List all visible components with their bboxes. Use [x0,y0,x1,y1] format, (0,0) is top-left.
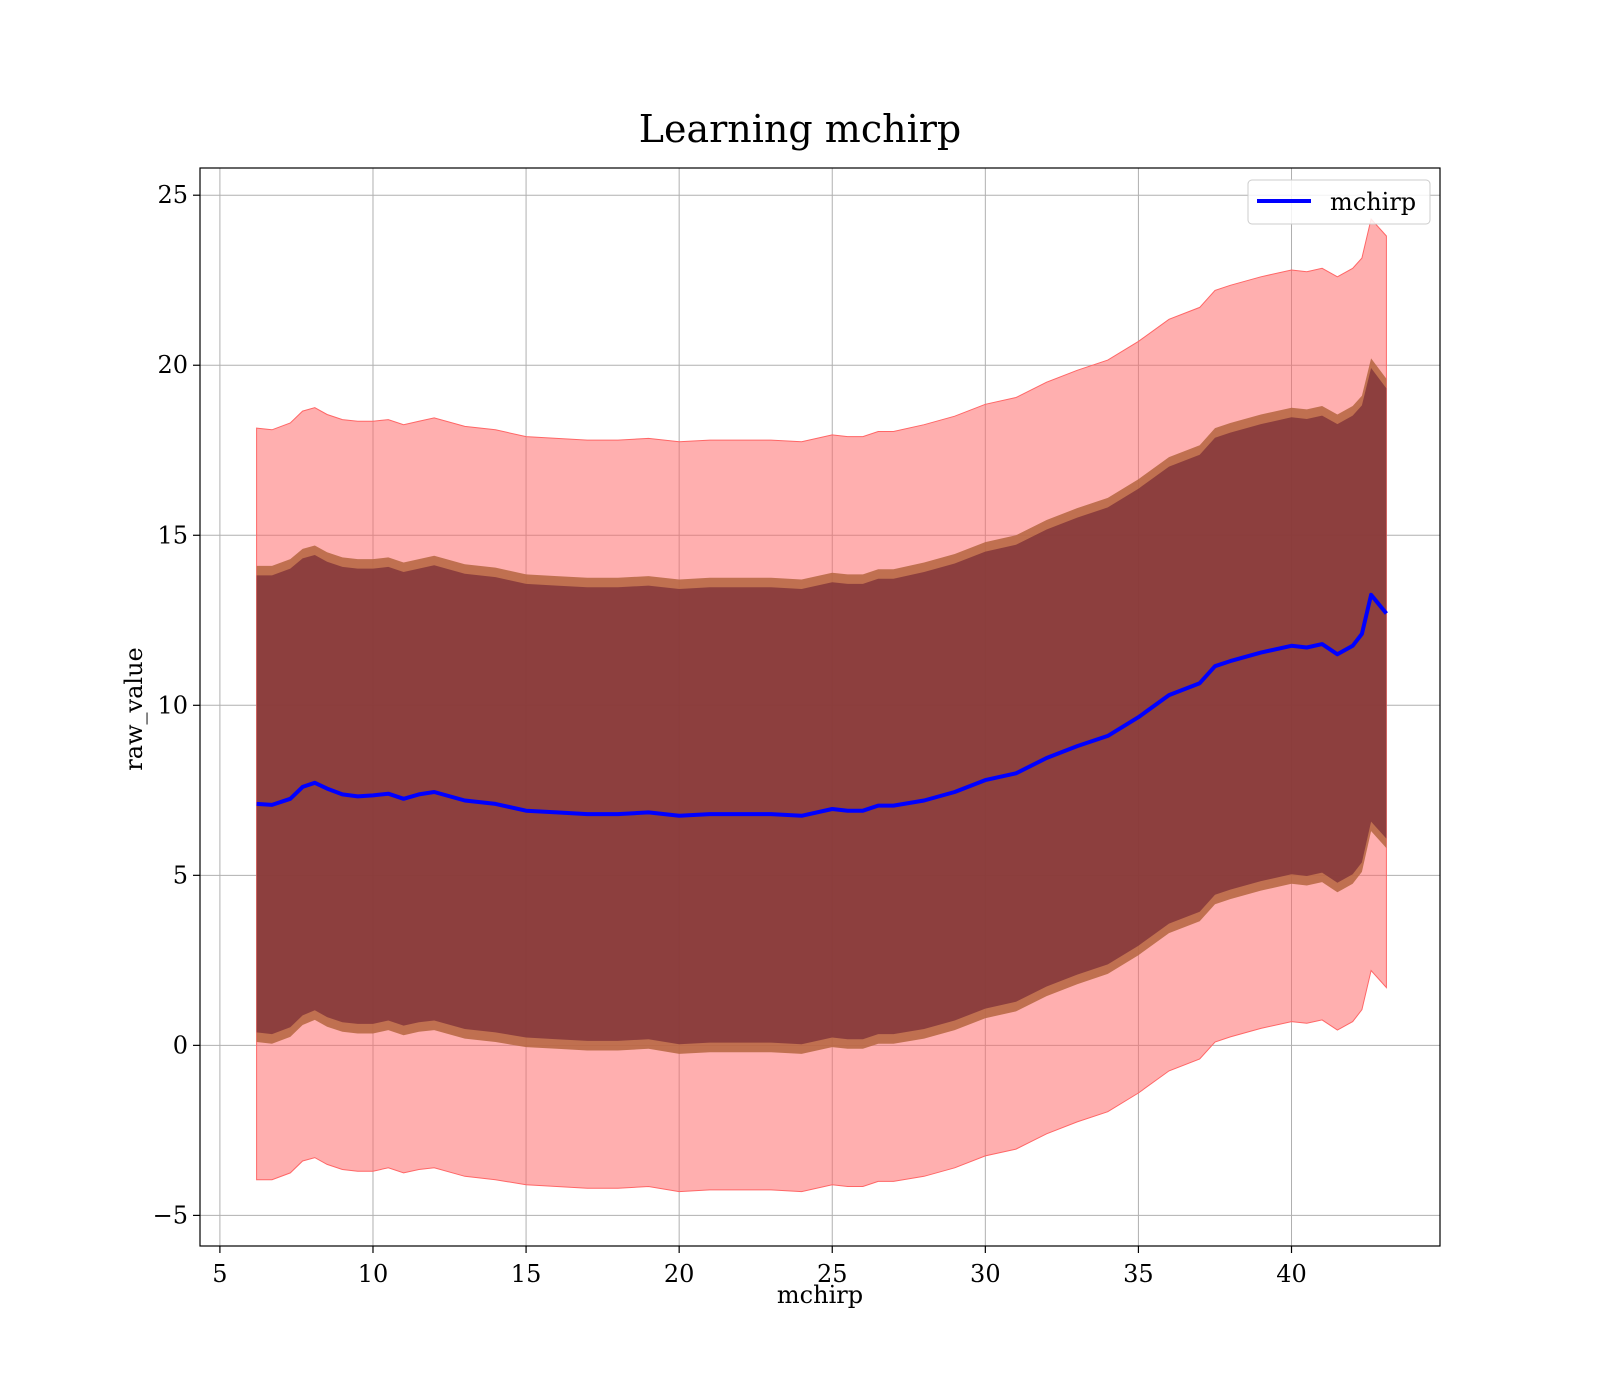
x-tick-label-0: 5 [212,1260,227,1288]
x-tick-label-1: 10 [358,1260,389,1288]
legend-label-mchirp: mchirp [1330,188,1416,216]
legend: mchirp [1247,179,1431,225]
x-tick-label-6: 35 [1123,1260,1154,1288]
x-axis-label: mchirp [777,1281,863,1309]
chart-title: Learning mchirp [639,107,961,151]
y-tick-label-1: 0 [173,1031,188,1059]
y-tick-label-3: 10 [157,691,188,719]
y-axis-ticks: −5 0 5 10 15 20 25 [153,181,200,1229]
y-tick-label-4: 15 [157,521,188,549]
y-tick-label-5: 20 [157,351,188,379]
inner-band [256,368,1387,1045]
bands [256,217,1387,1193]
series-line-mchirp [256,592,1388,818]
x-axis-ticks: 5 10 15 20 25 30 35 40 [212,1246,1307,1288]
y-tick-label-0: −5 [153,1201,188,1229]
y-tick-label-2: 5 [173,861,188,889]
x-tick-label-3: 20 [664,1260,695,1288]
y-tick-label-6: 25 [157,181,188,209]
legend-box [1247,179,1431,225]
series-lines [256,592,1388,818]
plot-frame [199,167,1441,1247]
x-tick-label-2: 15 [511,1260,542,1288]
x-tick-label-5: 30 [970,1260,1001,1288]
x-tick-label-7: 40 [1276,1260,1307,1288]
x-tick-label-4: 25 [817,1260,848,1288]
y-axis-label: raw_value [120,647,148,771]
